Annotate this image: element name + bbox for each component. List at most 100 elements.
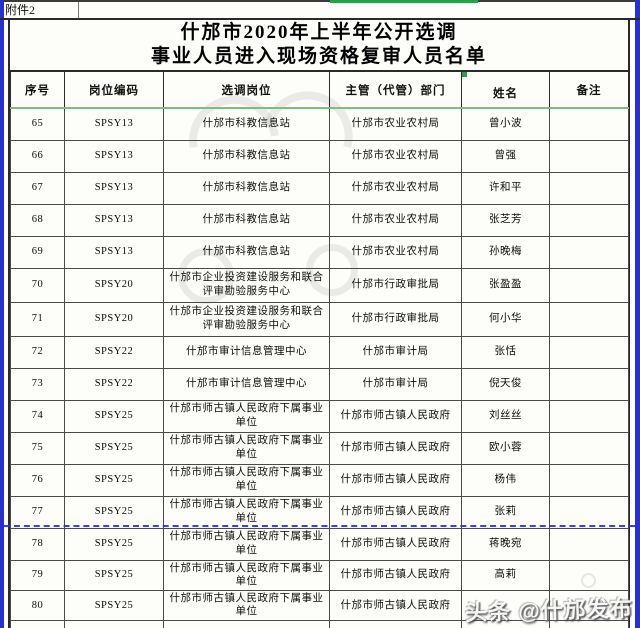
cell-department: 什邡市师古镇人民政府	[329, 495, 462, 529]
table-row: 78 SPSY25 什邡市师古镇人民政府下属事业单位 什邡市师古镇人民政府 蒋晚…	[10, 527, 629, 561]
cell-no: 75	[10, 431, 65, 465]
cell-department: 什邡市师古镇人民政府	[329, 527, 462, 561]
cell-name: 许和平	[461, 171, 550, 205]
cell-name: 刘丝丝	[461, 399, 550, 433]
cell-name	[461, 589, 550, 622]
cell-remark	[549, 267, 629, 303]
col-header-department: 主管（代管）部门	[329, 70, 462, 109]
table-row: 69 SPSY13 什邡市科教信息站 什邡市农业农村局 孙晚梅	[10, 235, 629, 269]
cell-department: 什邡市农业农村局	[329, 139, 462, 173]
cell-remark	[549, 367, 629, 401]
cell-remark	[549, 620, 629, 628]
page-break-dashed-line	[4, 525, 635, 527]
cell-department: 什邡市行政审批局	[329, 301, 462, 337]
cell-remark	[549, 431, 629, 465]
cell-name: 欧小蓉	[461, 431, 550, 465]
cell-no: 76	[10, 463, 65, 497]
cell-position: 什邡市师古镇人民政府下属事业单位	[163, 495, 330, 529]
cell-position: 什邡市科教信息站	[163, 203, 330, 237]
cell-code: SPSY25	[64, 559, 164, 591]
cell-department: 什邡市农业农村局	[329, 107, 462, 141]
cell-position: 什邡市审计信息管理中心	[163, 367, 330, 401]
table-row: 77 SPSY25 什邡市师古镇人民政府下属事业单位 什邡市师古镇人民政府 张莉	[10, 495, 629, 529]
cell-remark	[549, 139, 629, 173]
cell-name: 何小华	[461, 301, 550, 337]
table-row: 66 SPSY13 什邡市科教信息站 什邡市农业农村局 曾强	[10, 139, 629, 173]
cell-department: 什邡市农业农村局	[329, 235, 462, 269]
cell-position: 什邡市企业投资建设服务和联合评审勘验服务中心	[163, 267, 330, 303]
cell-no: 74	[10, 399, 65, 433]
cell-remark	[549, 335, 629, 369]
cell-position: 什邡市师古镇人民政府下属事业单位	[163, 399, 330, 433]
table-row: 68 SPSY13 什邡市科教信息站 什邡市农业农村局 张芝芳	[10, 203, 629, 237]
cell-code: SPSY13	[64, 107, 164, 141]
cell-code: SPSY20	[64, 267, 164, 303]
cell-position: 什邡市师古镇人民政府下属事业单位	[163, 431, 330, 465]
cell-position: 什邡市科教信息站	[163, 107, 330, 141]
cell-position: 什邡市审计信息管理中心	[163, 335, 330, 369]
cell-position: 什邡市师古镇人民政府下属事业单位	[163, 589, 330, 622]
cell-no: 66	[10, 139, 65, 173]
title-line-1: 什邡市2020年上半年公开选调	[180, 21, 458, 43]
table-row: 71 SPSY20 什邡市企业投资建设服务和联合评审勘验服务中心 什邡市行政审批…	[10, 301, 629, 337]
cell-remark	[549, 463, 629, 497]
cell-department: 什邡市农业农村局	[329, 171, 462, 205]
cell-name: 杨伟	[461, 463, 550, 497]
cell-department: 什邡市师古镇人民政府	[329, 559, 462, 591]
cell-code: SPSY25	[64, 527, 164, 561]
header-row: 序号 岗位编码 选调岗位 主管（代管）部门 姓名 备注	[10, 70, 629, 109]
frame-top-border	[0, 18, 640, 20]
photo-watermark-ring	[581, 573, 596, 588]
cell-remark	[549, 527, 629, 561]
cell-department: 什邡市审计局	[329, 335, 462, 369]
cell-department: 什邡市审计局	[329, 367, 462, 401]
cell-position: 什邡市师古镇人民政府下属事业单位	[163, 527, 330, 561]
partial-row	[10, 620, 629, 628]
table-row: 70 SPSY20 什邡市企业投资建设服务和联合评审勘验服务中心 什邡市行政审批…	[10, 267, 629, 303]
photo-watermark-text: 头条 @什邡发布	[465, 595, 634, 626]
right-blue-border	[635, 0, 640, 628]
table-row: 67 SPSY13 什邡市科教信息站 什邡市农业农村局 许和平	[10, 171, 629, 205]
cell-code: SPSY25	[64, 431, 164, 465]
cell-position: 什邡市科教信息站	[163, 235, 330, 269]
cell-no	[10, 620, 65, 628]
table-row: 65 SPSY13 什邡市科教信息站 什邡市农业农村局 曾小波	[10, 107, 629, 141]
cell-name: 张莉	[461, 495, 550, 529]
document-title: 什邡市2020年上半年公开选调 事业人员进入现场资格复审人员名单	[10, 19, 628, 70]
title-line-2: 事业人员进入现场资格复审人员名单	[150, 45, 487, 67]
top-green-segment	[330, 0, 478, 3]
cell-code: SPSY13	[64, 171, 164, 205]
col-header-no: 序号	[10, 70, 65, 109]
cell-department: 什邡市农业农村局	[329, 203, 462, 237]
cell-no: 73	[10, 367, 65, 401]
cell-remark	[549, 589, 629, 622]
cell-department: 什邡市师古镇人民政府	[329, 431, 462, 465]
table-row: 75 SPSY25 什邡市师古镇人民政府下属事业单位 什邡市师古镇人民政府 欧小…	[10, 431, 629, 465]
cell-code: SPSY13	[64, 139, 164, 173]
cell-department: 什邡市行政审批局	[329, 267, 462, 303]
table-row: 80 SPSY25 什邡市师古镇人民政府下属事业单位 什邡市师古镇人民政府	[10, 589, 629, 622]
col-header-name-label: 姓名	[493, 88, 518, 100]
cell-code: SPSY13	[64, 203, 164, 237]
cell-code: SPSY25	[64, 463, 164, 497]
cell-no: 69	[10, 235, 65, 269]
cell-code: SPSY22	[64, 335, 164, 369]
table-row: 76 SPSY25 什邡市师古镇人民政府下属事业单位 什邡市师古镇人民政府 杨伟	[10, 463, 629, 497]
cell-department: 什邡市师古镇人民政府	[329, 463, 462, 497]
cell-code: SPSY25	[64, 495, 164, 529]
cell-remark	[549, 107, 629, 141]
cell-department	[329, 620, 462, 628]
cell-position: 什邡市师古镇人民政府下属事业单位	[163, 559, 330, 591]
cell-no: 77	[10, 495, 65, 529]
cell-position: 什邡市企业投资建设服务和联合评审勘验服务中心	[163, 301, 330, 337]
cell-remark	[549, 301, 629, 337]
table-frame: 什邡市2020年上半年公开选调 事业人员进入现场资格复审人员名单 序号 岗位编码…	[8, 19, 630, 628]
cell-no: 80	[10, 589, 65, 622]
cell-name: 蒋晚宛	[461, 527, 550, 561]
attachment-label: 附件2	[5, 2, 79, 18]
cell-name: 曾小波	[461, 107, 550, 141]
cell-no: 78	[10, 527, 65, 561]
cell-name: 倪天俊	[461, 367, 550, 401]
cell-department: 什邡市师古镇人民政府	[329, 399, 462, 433]
cell-department: 什邡市师古镇人民政府	[329, 589, 462, 622]
